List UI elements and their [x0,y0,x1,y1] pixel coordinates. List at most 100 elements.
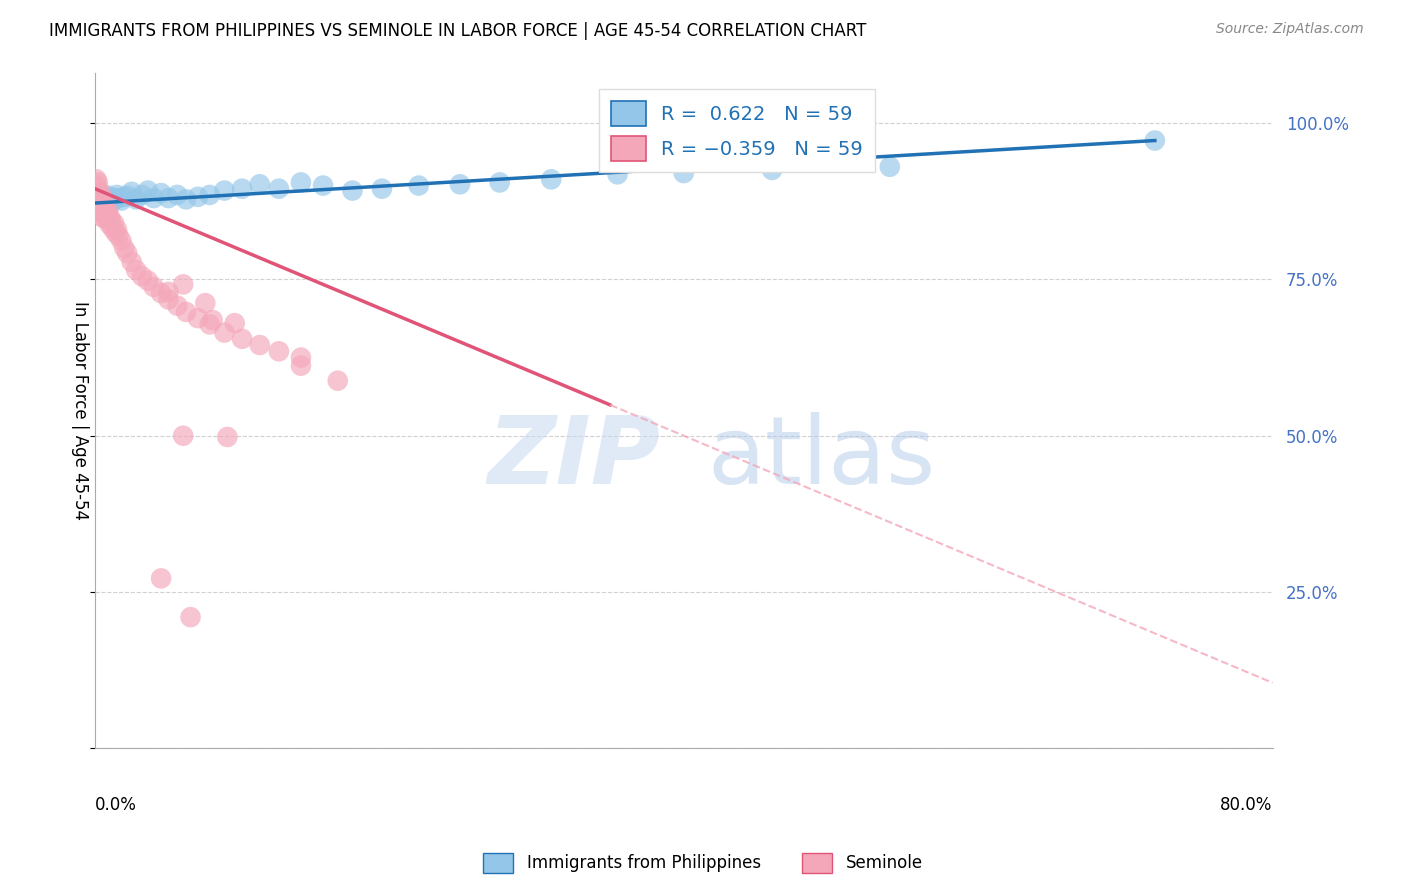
Point [107,191,129,205]
Point [672,166,695,180]
Point [104,192,127,206]
Point [488,176,510,190]
Point [97,188,120,202]
Point [93,191,115,205]
Point [142,280,165,294]
Point [172,277,194,292]
Point [198,318,221,332]
Point [93,211,115,225]
Point [187,311,209,326]
Point [91,201,114,215]
Point [86,172,108,186]
Point [97,194,120,208]
Point [290,351,312,365]
Point [174,305,197,319]
Point [187,190,209,204]
Point [93,203,115,218]
Point [231,332,253,346]
Point [217,430,239,444]
Point [101,194,124,209]
Point [91,192,114,206]
Point [231,182,253,196]
Point [86,197,108,211]
Text: ZIP: ZIP [488,412,661,504]
Point [93,196,115,211]
Point [105,222,128,236]
Point [87,188,110,202]
Point [125,263,148,277]
Point [103,216,125,230]
Point [87,191,110,205]
Text: 80.0%: 80.0% [1220,796,1272,814]
Text: atlas: atlas [707,412,935,504]
Point [90,186,112,200]
Point [198,188,221,202]
Point [290,359,312,373]
Point [290,176,312,190]
Point [100,192,122,206]
Point [89,194,111,209]
Point [94,207,117,221]
Point [91,210,114,224]
Point [115,246,138,260]
Y-axis label: In Labor Force | Age 45-54: In Labor Force | Age 45-54 [72,301,89,520]
Point [214,184,236,198]
Point [94,190,117,204]
Point [98,210,121,224]
Point [89,197,111,211]
Point [180,610,202,624]
Point [94,198,117,212]
Point [194,296,217,310]
Point [94,194,117,208]
Point [112,190,135,204]
Point [761,163,783,178]
Point [104,226,127,240]
Point [105,188,128,202]
Point [166,188,188,202]
Point [101,221,124,235]
Point [449,178,471,192]
Point [98,218,121,232]
Point [110,234,132,248]
Point [214,326,236,340]
Point [150,286,173,301]
Point [342,184,364,198]
Point [103,191,125,205]
Point [89,204,111,219]
Point [142,191,165,205]
Point [98,194,121,209]
Point [157,293,180,307]
Point [96,192,118,206]
Point [91,191,114,205]
Point [150,186,173,200]
Point [115,188,138,202]
Text: 0.0%: 0.0% [94,796,136,814]
Point [90,196,112,211]
Point [89,190,111,204]
Point [879,160,901,174]
Point [97,213,120,227]
Point [172,429,194,443]
Point [107,228,129,243]
Point [87,182,110,196]
Point [136,274,159,288]
Point [89,192,111,206]
Point [224,316,246,330]
Legend: Immigrants from Philippines, Seminole: Immigrants from Philippines, Seminole [477,847,929,880]
Point [112,241,135,255]
Point [157,285,180,299]
Point [121,185,143,199]
Point [326,374,349,388]
Point [371,182,394,196]
Point [89,190,111,204]
Legend: R =  0.622   N = 59, R = −0.359   N = 59: R = 0.622 N = 59, R = −0.359 N = 59 [599,89,875,172]
Point [91,196,114,211]
Point [1143,134,1166,148]
Point [150,571,173,585]
Point [606,167,628,181]
Point [91,194,114,208]
Point [125,192,148,206]
Point [110,194,132,208]
Point [136,184,159,198]
Point [96,202,118,217]
